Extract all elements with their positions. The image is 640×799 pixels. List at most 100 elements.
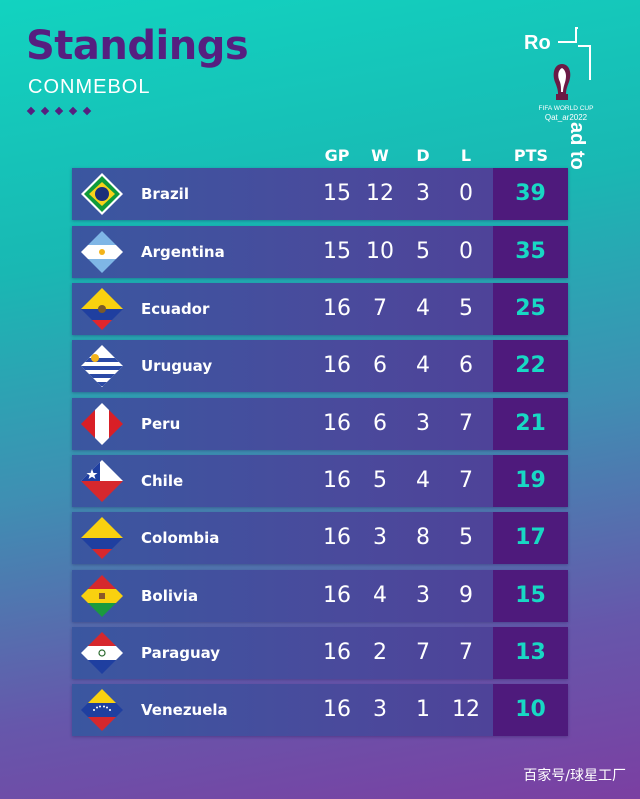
stat-w: 3 — [373, 697, 387, 722]
dot-icon — [26, 106, 36, 116]
stat-pts: 13 — [493, 627, 568, 679]
stat-l: 6 — [459, 353, 473, 378]
logo-qatar-text: Qat_ar2022 — [544, 113, 588, 122]
stat-l: 0 — [459, 239, 473, 264]
stat-l: 7 — [459, 640, 473, 665]
stat-gp: 16 — [323, 411, 351, 436]
stat-l: 0 — [459, 181, 473, 206]
stat-gp: 16 — [323, 697, 351, 722]
paraguay-flag-icon — [81, 632, 123, 674]
table-row: Bolivia 16 4 3 9 15 — [72, 570, 568, 622]
stat-pts: 10 — [493, 684, 568, 736]
dot-icon — [68, 106, 78, 116]
colombia-flag-icon — [81, 517, 123, 559]
team-name: Ecuador — [141, 300, 210, 318]
stat-w: 10 — [366, 239, 394, 264]
team-name: Paraguay — [141, 644, 221, 662]
logo-ro-text: Ro — [524, 32, 551, 54]
stat-gp: 15 — [323, 239, 351, 264]
stat-pts: 35 — [493, 226, 568, 278]
team-name: Brazil — [141, 185, 189, 203]
stat-pts: 25 — [493, 283, 568, 335]
column-header-w: W — [371, 146, 389, 165]
team-name: Peru — [141, 415, 181, 433]
peru-flag-icon — [81, 403, 123, 445]
road-to-qatar-logo: Ro ad to FIFA WORLD CUP Qat_ar2022 — [512, 26, 616, 170]
stat-d: 1 — [416, 697, 430, 722]
stat-gp: 16 — [323, 353, 351, 378]
column-header-pts: PTS — [513, 146, 549, 165]
stat-l: 7 — [459, 411, 473, 436]
dot-icon — [54, 106, 64, 116]
stat-pts: 19 — [493, 455, 568, 507]
logo-adto-text: ad to — [566, 122, 588, 170]
stat-d: 4 — [416, 296, 430, 321]
stat-gp: 16 — [323, 468, 351, 493]
stat-gp: 16 — [323, 296, 351, 321]
stat-pts: 21 — [493, 398, 568, 450]
bolivia-flag-icon — [81, 575, 123, 617]
decorative-dots — [26, 106, 92, 116]
stat-pts: 39 — [493, 168, 568, 220]
stat-d: 8 — [416, 525, 430, 550]
stat-w: 6 — [373, 411, 387, 436]
table-row: Argentina 15 10 5 0 35 — [72, 226, 568, 278]
column-header-gp: GP — [324, 146, 350, 165]
stat-w: 2 — [373, 640, 387, 665]
table-row: Peru 16 6 3 7 21 — [72, 398, 568, 450]
dot-icon — [40, 106, 50, 116]
team-name: Venezuela — [141, 701, 228, 719]
table-row: Colombia 16 3 8 5 17 — [72, 512, 568, 564]
stat-w: 5 — [373, 468, 387, 493]
stat-gp: 16 — [323, 525, 351, 550]
page-subtitle: CONMEBOL — [28, 76, 151, 98]
stat-w: 3 — [373, 525, 387, 550]
brazil-flag-icon — [81, 173, 123, 215]
team-name: Bolivia — [141, 587, 199, 605]
stat-d: 5 — [416, 239, 430, 264]
team-name: Argentina — [141, 243, 225, 261]
team-name: Chile — [141, 472, 184, 490]
venezuela-flag-icon — [81, 689, 123, 731]
stat-pts: 17 — [493, 512, 568, 564]
stat-w: 7 — [373, 296, 387, 321]
stat-l: 5 — [459, 296, 473, 321]
argentina-flag-icon — [81, 231, 123, 273]
stat-l: 9 — [459, 583, 473, 608]
stat-d: 4 — [416, 468, 430, 493]
stat-d: 3 — [416, 583, 430, 608]
world-cup-trophy-icon — [553, 64, 571, 100]
stat-l: 5 — [459, 525, 473, 550]
chile-flag-icon — [81, 460, 123, 502]
stat-gp: 15 — [323, 181, 351, 206]
stat-d: 3 — [416, 411, 430, 436]
table-row: Ecuador 16 7 4 5 25 — [72, 283, 568, 335]
logo-fifa-text: FIFA WORLD CUP — [538, 105, 594, 112]
stat-d: 4 — [416, 353, 430, 378]
stat-w: 12 — [366, 181, 394, 206]
ecuador-flag-icon — [81, 288, 123, 330]
stat-gp: 16 — [323, 583, 351, 608]
stat-pts: 22 — [493, 340, 568, 392]
stat-w: 4 — [373, 583, 387, 608]
uruguay-flag-icon — [81, 345, 123, 387]
table-row: Uruguay 16 6 4 6 22 — [72, 340, 568, 392]
stat-w: 6 — [373, 353, 387, 378]
stat-l: 7 — [459, 468, 473, 493]
stat-d: 7 — [416, 640, 430, 665]
dot-icon — [82, 106, 92, 116]
column-header-d: D — [416, 146, 430, 165]
stat-gp: 16 — [323, 640, 351, 665]
table-row: Venezuela 16 3 1 12 10 — [72, 684, 568, 736]
logo-frame-icon — [558, 27, 591, 80]
table-row: Brazil 15 12 3 0 39 — [72, 168, 568, 220]
team-name: Uruguay — [141, 357, 213, 375]
column-header-l: L — [460, 146, 472, 165]
stat-pts: 15 — [493, 570, 568, 622]
page-title: Standings — [26, 23, 249, 69]
watermark: 百家号/球星工厂 — [523, 768, 626, 784]
stat-l: 12 — [452, 697, 480, 722]
table-row: Chile 16 5 4 7 19 — [72, 455, 568, 507]
stat-d: 3 — [416, 181, 430, 206]
team-name: Colombia — [141, 529, 220, 547]
